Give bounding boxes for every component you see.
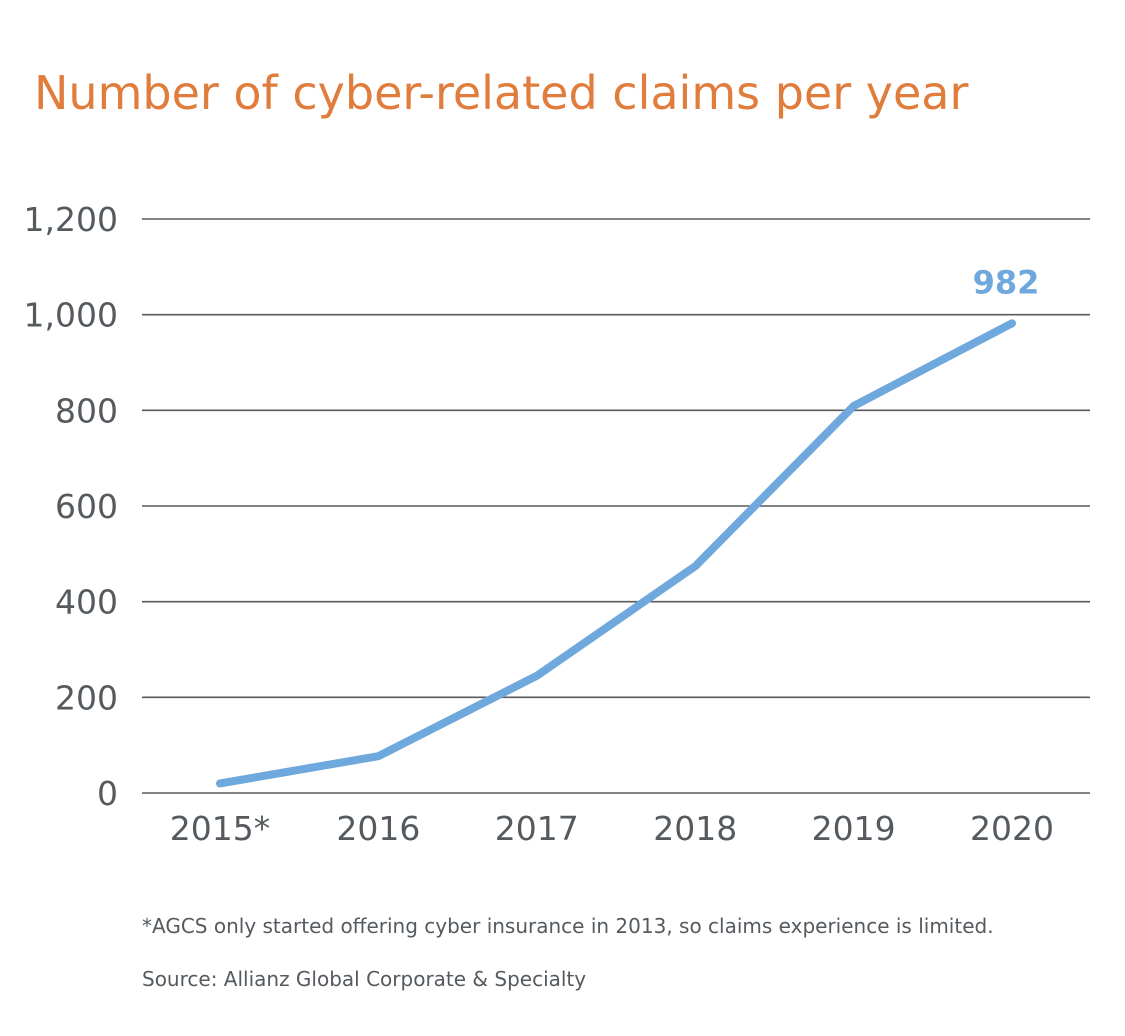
x-tick-label: 2016 <box>336 809 420 848</box>
series-line <box>216 319 1016 788</box>
chart-title: Number of cyber-related claims per year <box>34 66 969 120</box>
y-tick-label: 400 <box>55 583 118 622</box>
y-tick-label: 1,200 <box>24 200 118 239</box>
y-tick-label: 200 <box>55 678 118 717</box>
x-tick-label: 2020 <box>970 809 1054 848</box>
y-tick-label: 0 <box>97 774 118 813</box>
y-tick-label: 600 <box>55 487 118 526</box>
data-label-2020: 982 <box>973 263 1040 301</box>
footnote: *AGCS only started offering cyber insura… <box>142 914 994 938</box>
x-tick-label: 2018 <box>653 809 737 848</box>
source-note: Source: Allianz Global Corporate & Speci… <box>142 967 587 991</box>
x-tick-label: 2019 <box>812 809 896 848</box>
y-tick-label: 1,000 <box>24 296 118 335</box>
x-tick-label: 2017 <box>495 809 579 848</box>
x-tick-label: 2015* <box>170 809 270 848</box>
y-tick-label: 800 <box>55 391 118 430</box>
